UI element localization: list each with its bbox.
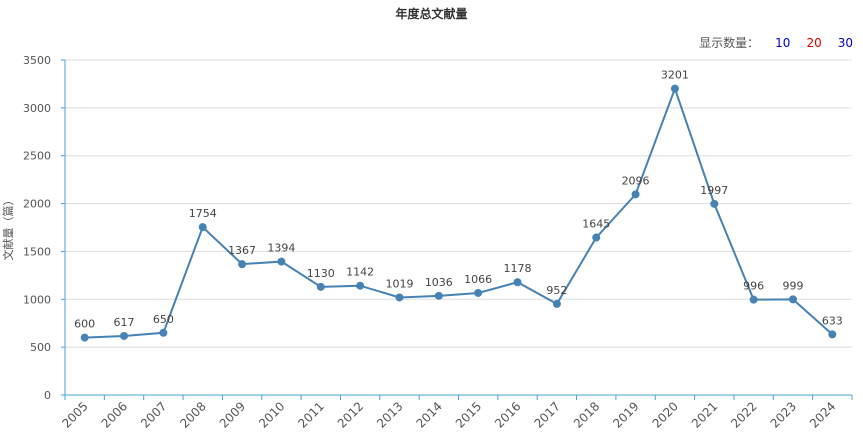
data-label: 1130: [307, 267, 335, 280]
data-label: 1066: [464, 273, 492, 286]
data-point[interactable]: [670, 84, 679, 93]
data-label: 1645: [582, 218, 610, 231]
data-point[interactable]: [80, 333, 89, 342]
data-point[interactable]: [277, 257, 286, 266]
y-axis-label: 文献量（篇）: [1, 195, 15, 261]
data-point[interactable]: [631, 190, 640, 199]
data-label: 1997: [700, 184, 728, 197]
data-point[interactable]: [395, 293, 404, 302]
x-tick-label: 2008: [177, 399, 208, 430]
data-point[interactable]: [120, 331, 129, 340]
data-point[interactable]: [749, 295, 758, 304]
y-tick-label: 3500: [23, 54, 51, 67]
x-tick-label: 2024: [807, 399, 838, 430]
x-tick-label: 2005: [59, 399, 90, 430]
x-tick-label: 2017: [531, 399, 562, 430]
data-label: 600: [74, 318, 95, 331]
data-label: 617: [114, 316, 135, 329]
display-count-label: 显示数量：: [699, 36, 760, 50]
x-tick-label: 2016: [492, 399, 523, 430]
data-label: 1019: [385, 277, 413, 290]
data-label: 996: [743, 280, 764, 293]
chart-title: 年度总文献量: [395, 7, 468, 21]
x-tick-label: 2011: [295, 399, 326, 430]
data-point[interactable]: [592, 233, 601, 242]
x-tick-label: 2009: [217, 399, 248, 430]
x-tick-label: 2023: [768, 399, 799, 430]
x-tick-label: 2010: [256, 399, 287, 430]
data-point[interactable]: [552, 299, 561, 308]
data-label: 3201: [661, 69, 689, 82]
y-tick-label: 500: [30, 341, 51, 354]
data-label: 650: [153, 313, 174, 326]
data-label: 2096: [622, 174, 650, 187]
data-point[interactable]: [513, 278, 522, 287]
data-label: 1036: [425, 276, 453, 289]
data-point[interactable]: [788, 295, 797, 304]
data-label: 999: [782, 279, 803, 292]
x-tick-label: 2013: [374, 399, 405, 430]
x-tick-label: 2007: [138, 399, 169, 430]
y-tick-label: 1000: [23, 293, 51, 306]
x-tick-label: 2022: [728, 399, 759, 430]
data-points: [80, 84, 837, 342]
y-tick-label: 1500: [23, 245, 51, 258]
data-point[interactable]: [198, 223, 207, 232]
data-point[interactable]: [159, 328, 168, 337]
data-label: 1178: [504, 262, 532, 275]
y-tick-label: 2000: [23, 198, 51, 211]
y-axis-ticks: 0 500 1000 1500 2000 2500 3000 3500: [23, 54, 65, 402]
data-point[interactable]: [828, 330, 837, 339]
data-point[interactable]: [434, 291, 443, 300]
x-tick-label: 2014: [413, 399, 444, 430]
data-point[interactable]: [238, 260, 247, 269]
display-count-10-option[interactable]: 10: [775, 35, 791, 50]
y-tick-label: 2500: [23, 150, 51, 163]
display-count-20-option[interactable]: 20: [806, 35, 822, 50]
data-labels: 600 617 650 1754 1367 1394 1130 1142 1019 1036 106…: [74, 69, 843, 331]
x-tick-label: 2015: [453, 399, 484, 430]
x-tick-label: 2018: [571, 399, 602, 430]
data-point[interactable]: [356, 281, 365, 290]
series-line: [84, 85, 833, 339]
data-point[interactable]: [316, 282, 325, 291]
data-label: 1394: [267, 242, 295, 255]
x-tick-label: 2012: [335, 399, 366, 430]
data-label: 1754: [189, 207, 217, 220]
x-axis-ticks: 2005 2006 2007 2008 2009 2010 2011 2012 2013 2014…: [59, 395, 853, 431]
x-tick-label: 2019: [610, 399, 641, 430]
display-count-selector: 显示数量： 10 20 30: [699, 34, 853, 51]
grid-lines: [65, 59, 852, 348]
x-tick-label: 2006: [99, 399, 130, 430]
x-tick-label: 2021: [689, 399, 720, 430]
data-label: 1142: [346, 266, 374, 279]
y-tick-label: 0: [44, 389, 51, 402]
x-tick-label: 2020: [650, 399, 681, 430]
display-count-30-option[interactable]: 30: [837, 35, 853, 50]
data-label: 633: [822, 314, 843, 327]
data-label: 1367: [228, 244, 256, 257]
data-point[interactable]: [474, 288, 483, 297]
data-point[interactable]: [710, 199, 719, 208]
data-label: 952: [546, 284, 567, 297]
y-tick-label: 3000: [23, 102, 51, 115]
